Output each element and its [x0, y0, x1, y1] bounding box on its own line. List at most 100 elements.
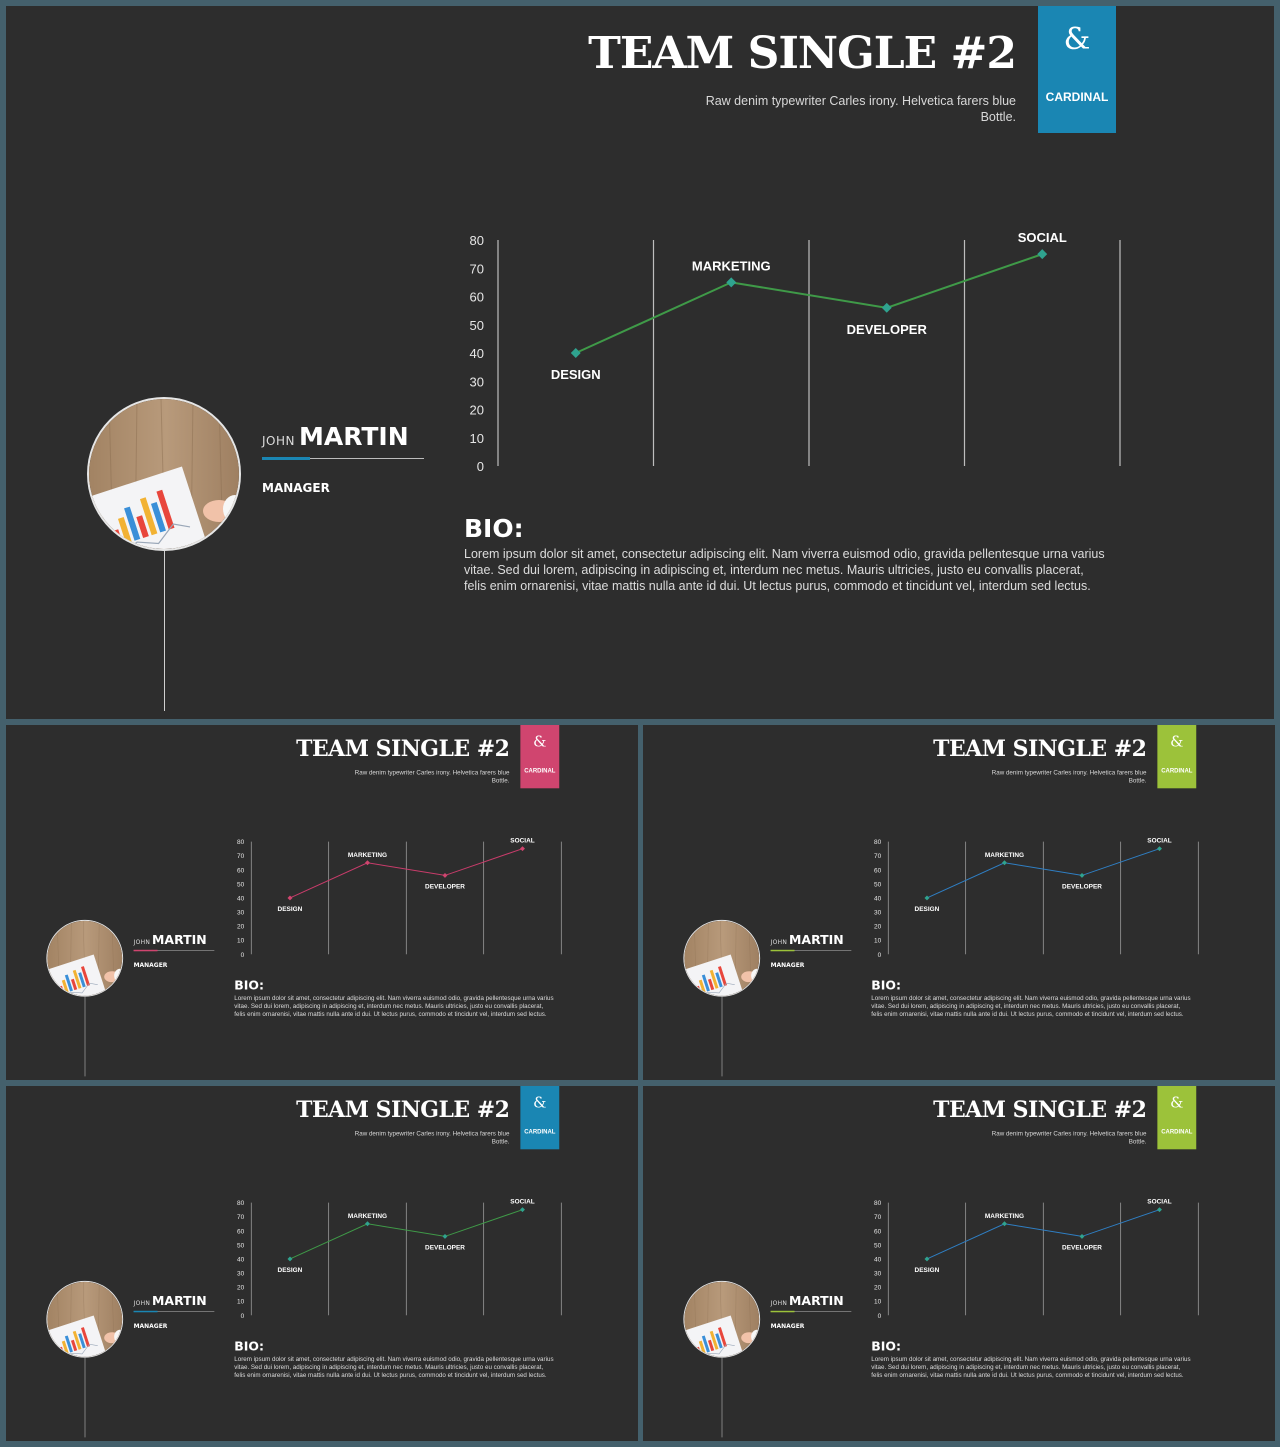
member-role: MANAGER: [770, 961, 805, 969]
bio-heading: BIO:: [234, 1339, 264, 1354]
chart-data-label: DESIGN: [278, 906, 303, 913]
bio-text: Lorem ipsum dolor sit amet, consectetur …: [234, 994, 554, 1018]
y-tick-label: 60: [237, 867, 245, 874]
y-tick-label: 0: [878, 1313, 882, 1320]
profile-photo: [684, 1281, 760, 1357]
y-tick-label: 10: [237, 938, 245, 945]
chart-data-label: SOCIAL: [510, 1199, 534, 1206]
ampersand-icon: &: [533, 732, 547, 751]
brand-badge: & CARDINAL: [1157, 725, 1197, 789]
member-role: MANAGER: [262, 481, 330, 495]
skills-line-chart: 0 10 20 30 40 50 60 70 80 DESIGN MARKETING DEVELOPE…: [237, 1199, 562, 1320]
member-first-name: JOHN: [133, 938, 151, 946]
slide-title: TEAM SINGLE #2: [296, 735, 510, 762]
chart-point-developer: [1079, 872, 1085, 878]
brand-badge: & CARDINAL: [520, 725, 560, 789]
chart-series-line: [289, 1209, 523, 1260]
chart-data-label: DEVELOPER: [425, 1244, 465, 1251]
chart-point-marketing: [726, 277, 737, 288]
y-tick-label: 30: [237, 1271, 245, 1278]
y-tick-label: 10: [470, 431, 484, 446]
member-role: MANAGER: [133, 1322, 168, 1330]
chart-point-design: [287, 1256, 293, 1262]
slide-thumb-green: TEAM SINGLE #2 Raw denim typewriter Carl…: [643, 725, 1275, 1080]
chart-series-line: [289, 848, 523, 899]
y-tick-label: 40: [470, 346, 484, 361]
y-tick-label: 50: [874, 1242, 882, 1249]
chart-point-social: [1037, 249, 1048, 260]
chart-data-label: MARKETING: [692, 258, 771, 273]
y-tick-label: 60: [874, 867, 882, 874]
member-last-name: MARTIN: [152, 1293, 207, 1308]
chart-data-label: SOCIAL: [1147, 1199, 1171, 1206]
name-underline-accent: [133, 949, 158, 952]
name-underline-accent: [770, 1310, 795, 1313]
chart-data-label: MARKETING: [985, 1213, 1024, 1220]
profile-photo: [89, 399, 239, 549]
chart-data-label: DESIGN: [278, 1267, 303, 1274]
profile-photo: [47, 920, 123, 996]
y-tick-label: 70: [874, 853, 882, 860]
slide-content: TEAM SINGLE #2 Raw denim typewriter Carl…: [6, 6, 1274, 719]
y-tick-label: 0: [878, 952, 882, 959]
avatar: [46, 919, 124, 997]
y-tick-label: 50: [237, 881, 245, 888]
y-tick-label: 80: [237, 839, 245, 846]
slide-subtitle: Raw denim typewriter Carles irony. Helve…: [354, 768, 510, 784]
chart-data-label: DESIGN: [551, 367, 601, 382]
profile-photo: [684, 920, 760, 996]
member-last-name: MARTIN: [152, 932, 207, 947]
brand-name: CARDINAL: [1045, 90, 1109, 104]
slide-title: TEAM SINGLE #2: [588, 28, 1017, 79]
y-tick-label: 40: [874, 895, 882, 902]
chart-point-developer: [442, 872, 448, 878]
slide-subtitle: Raw denim typewriter Carles irony. Helve…: [991, 1129, 1147, 1145]
skills-line-chart: 0 10 20 30 40 50 60 70 80 DESIGN MARKETING DEVELOPE…: [237, 838, 562, 959]
chart-data-label: MARKETING: [985, 852, 1024, 859]
name-underline-accent: [133, 1310, 158, 1313]
chart-point-developer: [442, 1233, 448, 1239]
chart-data-label: DESIGN: [915, 906, 940, 913]
y-tick-label: 30: [237, 910, 245, 917]
member-first-name: JOHN: [262, 434, 295, 448]
y-tick-label: 10: [237, 1299, 245, 1306]
y-tick-label: 30: [874, 910, 882, 917]
chart-series-line: [575, 253, 1043, 354]
y-tick-label: 0: [241, 952, 245, 959]
y-tick-label: 0: [241, 1313, 245, 1320]
chart-point-social: [520, 1207, 525, 1213]
slide-content: TEAM SINGLE #2 Raw denim typewriter Carl…: [6, 1086, 638, 1441]
y-tick-label: 80: [470, 233, 484, 248]
ampersand-icon: &: [1170, 1093, 1184, 1112]
chart-data-label: MARKETING: [348, 852, 387, 859]
y-tick-label: 80: [237, 1200, 245, 1207]
member-role: MANAGER: [770, 1322, 805, 1330]
member-first-name: JOHN: [770, 1299, 788, 1307]
y-tick-label: 0: [477, 459, 484, 474]
y-tick-label: 20: [237, 924, 245, 931]
chart-data-label: SOCIAL: [1147, 838, 1171, 845]
bio-text: Lorem ipsum dolor sit amet, consectetur …: [464, 547, 1105, 593]
bio-heading: BIO:: [464, 514, 524, 543]
chart-data-label: DEVELOPER: [1062, 1244, 1102, 1251]
profile-photo: [47, 1281, 123, 1357]
member-first-name: JOHN: [133, 1299, 151, 1307]
brand-badge: & CARDINAL: [1038, 6, 1116, 133]
chart-data-label: DEVELOPER: [1062, 883, 1102, 890]
slide-thumb-green-2: TEAM SINGLE #2 Raw denim typewriter Carl…: [643, 1086, 1275, 1441]
chart-point-marketing: [365, 860, 370, 866]
chart-point-design: [287, 895, 293, 901]
brand-name: CARDINAL: [1161, 766, 1193, 774]
chart-point-design: [924, 895, 930, 901]
slide-title: TEAM SINGLE #2: [296, 1096, 510, 1123]
brand-badge: & CARDINAL: [520, 1086, 560, 1150]
slide-subtitle: Raw denim typewriter Carles irony. Helve…: [991, 768, 1147, 784]
y-tick-label: 70: [237, 853, 245, 860]
skills-line-chart: 0 10 20 30 40 50 60 70 80 DESIGN MARKETING DEVELOPE…: [874, 838, 1199, 959]
avatar: [87, 397, 241, 551]
chart-series-line: [926, 848, 1160, 899]
member-last-name: MARTIN: [298, 422, 409, 451]
bio-text: Lorem ipsum dolor sit amet, consectetur …: [234, 1355, 554, 1379]
chart-point-marketing: [365, 1221, 370, 1227]
